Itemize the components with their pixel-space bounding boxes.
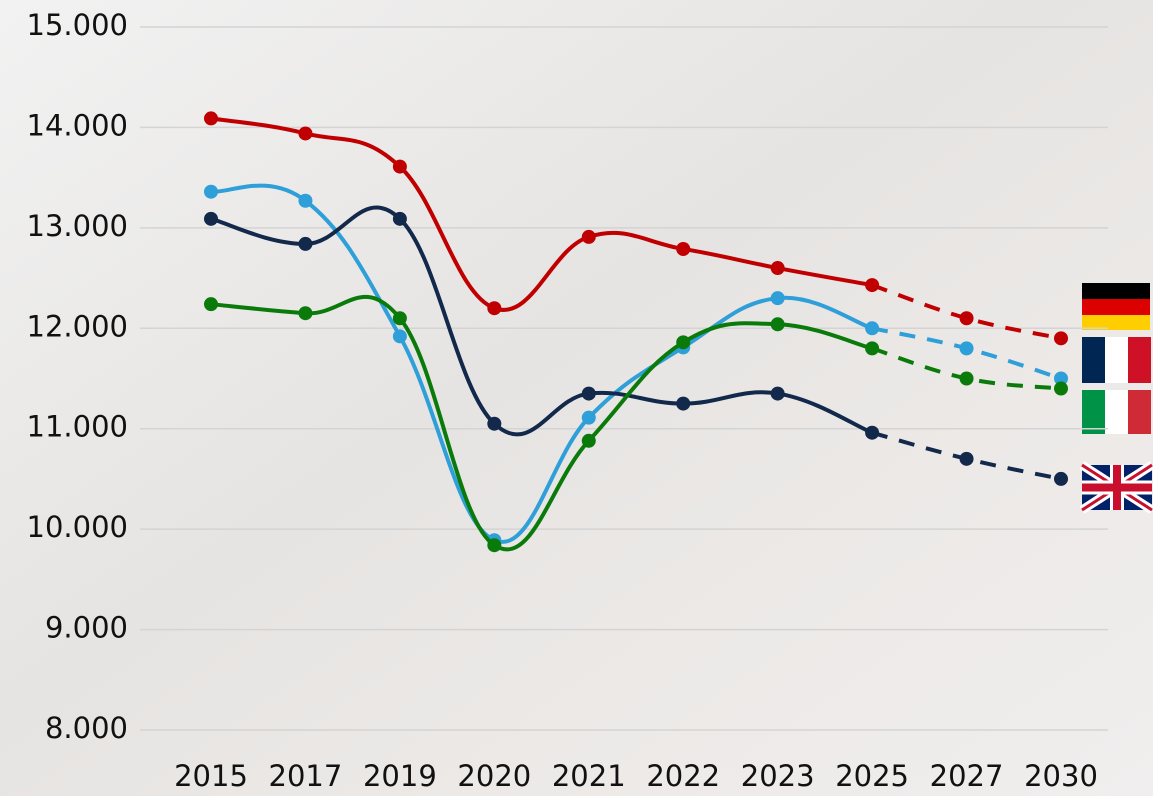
x-tick-label: 2021 xyxy=(552,759,626,793)
x-tick-label: 2015 xyxy=(174,759,248,793)
point xyxy=(204,111,218,126)
point xyxy=(581,433,596,448)
point xyxy=(959,341,974,356)
point xyxy=(865,425,880,440)
x-tick-label: 2019 xyxy=(363,759,437,793)
y-tick-label: 15.000 xyxy=(27,8,128,42)
point xyxy=(1054,331,1068,346)
x-tick-label: 2025 xyxy=(835,759,909,793)
point xyxy=(770,291,785,306)
x-tick-label: 2027 xyxy=(930,759,1004,793)
point xyxy=(770,386,785,401)
y-tick-label: 13.000 xyxy=(27,209,128,243)
forecast-line xyxy=(871,283,1062,341)
line xyxy=(210,205,873,437)
point xyxy=(676,396,691,411)
x-tick-label: 2023 xyxy=(741,759,815,793)
line xyxy=(210,183,873,544)
point xyxy=(487,538,502,553)
point xyxy=(959,451,974,466)
y-tick-label: 14.000 xyxy=(27,108,128,142)
flag-de xyxy=(1082,283,1150,330)
point xyxy=(298,306,313,321)
point xyxy=(204,211,218,226)
point xyxy=(298,126,313,141)
x-tick-label: 2017 xyxy=(269,759,343,793)
point xyxy=(204,184,218,199)
flag-uk xyxy=(1079,461,1153,514)
point xyxy=(676,241,691,256)
line xyxy=(210,295,873,552)
point xyxy=(1054,371,1068,386)
point xyxy=(204,297,218,312)
point xyxy=(298,193,313,208)
point xyxy=(865,278,880,293)
point xyxy=(1054,471,1068,486)
y-tick-label: 10.000 xyxy=(27,510,128,544)
x-tick-label: 2030 xyxy=(1024,759,1098,793)
x-tick-label: 2020 xyxy=(457,759,531,793)
point xyxy=(581,410,596,425)
flag-it xyxy=(1082,390,1151,434)
point xyxy=(392,211,407,226)
y-tick-label: 12.000 xyxy=(27,309,128,343)
point xyxy=(392,159,407,174)
point xyxy=(487,301,502,316)
point xyxy=(959,371,974,386)
flag-fr xyxy=(1082,337,1151,383)
point xyxy=(487,416,502,431)
point xyxy=(770,261,785,276)
point xyxy=(770,317,785,332)
point xyxy=(865,321,880,336)
y-tick-label: 8.000 xyxy=(45,711,128,745)
point xyxy=(392,311,407,326)
point xyxy=(392,329,407,344)
point xyxy=(959,311,974,326)
y-tick-label: 9.000 xyxy=(45,611,128,645)
point xyxy=(676,335,691,350)
point xyxy=(581,229,596,244)
point xyxy=(1054,381,1068,396)
y-tick-label: 11.000 xyxy=(27,410,128,444)
line xyxy=(210,116,873,312)
point xyxy=(865,341,880,356)
point xyxy=(298,236,313,251)
x-tick-label: 2022 xyxy=(646,759,720,793)
point xyxy=(581,386,596,401)
